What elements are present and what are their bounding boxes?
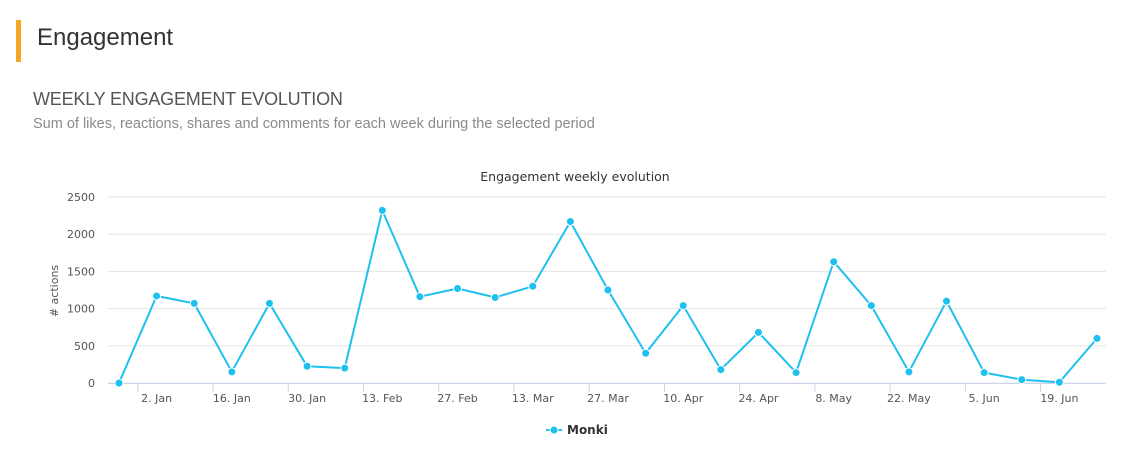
x-tick-label: 22. May: [887, 392, 931, 405]
y-tick-label: 1500: [67, 265, 95, 278]
chart-grid: [108, 196, 1106, 384]
data-point: [1054, 377, 1064, 387]
data-point: [716, 365, 726, 375]
section-header: Engagement: [16, 18, 616, 62]
chart-subheading: Sum of likes, reactions, shares and comm…: [33, 116, 595, 132]
data-point: [264, 298, 274, 308]
data-point: [528, 281, 538, 291]
data-point: [603, 285, 613, 295]
data-point: [753, 327, 763, 337]
y-tick-label: 2500: [67, 191, 95, 204]
chart-legend[interactable]: Monki: [546, 423, 608, 437]
y-tick-label: 2000: [67, 228, 95, 241]
x-tick-label: 13. Feb: [362, 392, 402, 405]
data-point: [490, 292, 500, 302]
y-tick-label: 500: [74, 340, 95, 353]
x-tick-label: 30. Jan: [288, 392, 326, 405]
data-point: [641, 348, 651, 358]
data-point: [415, 292, 425, 302]
y-axis-label: # actions: [48, 265, 61, 318]
data-point: [114, 378, 124, 388]
x-tick-label: 10. Apr: [663, 392, 703, 405]
data-point: [866, 301, 876, 311]
data-point: [377, 205, 387, 215]
data-point: [189, 298, 199, 308]
y-tick-label: 1000: [67, 303, 95, 316]
x-tick-label: 19. Jun: [1040, 392, 1078, 405]
x-tick-label: 24. Apr: [738, 392, 778, 405]
x-tick-label: 8. May: [815, 392, 852, 405]
section-title: Engagement: [37, 24, 174, 51]
chart-title: Engagement weekly evolution: [480, 169, 669, 184]
data-point: [565, 217, 575, 227]
legend-marker: [549, 425, 559, 435]
data-point: [1017, 375, 1027, 385]
x-tick-label: 27. Feb: [437, 392, 477, 405]
series-line-monki: [118, 209, 1098, 384]
data-point: [152, 291, 162, 301]
data-point: [678, 301, 688, 311]
x-tick-label: 16. Jan: [213, 392, 251, 405]
data-point: [791, 368, 801, 378]
data-point: [340, 363, 350, 373]
data-point: [904, 367, 914, 377]
x-tick-label: 27. Mar: [587, 392, 629, 405]
data-point: [829, 257, 839, 267]
y-axis-ticks: 0 500 1000 1500 2000 2500: [67, 191, 95, 390]
x-axis: 2. Jan 16. Jan 30. Jan 13. Feb 27. Feb 13. Ma…: [108, 383, 1106, 405]
chart-heading: WEEKLY ENGAGEMENT EVOLUTION: [33, 89, 343, 109]
data-point: [979, 368, 989, 378]
x-tick-label: 2. Jan: [141, 392, 172, 405]
legend-label: Monki: [567, 423, 608, 437]
x-tick-label: 5. Jun: [969, 392, 1000, 405]
data-point: [453, 284, 463, 294]
data-point: [227, 367, 237, 377]
section-accent-bar: [16, 20, 21, 62]
data-point: [1092, 333, 1102, 343]
x-tick-label: 13. Mar: [512, 392, 554, 405]
data-point: [942, 296, 952, 306]
data-point: [302, 361, 312, 371]
plot-area: [114, 205, 1102, 388]
y-tick-label: 0: [88, 377, 95, 390]
